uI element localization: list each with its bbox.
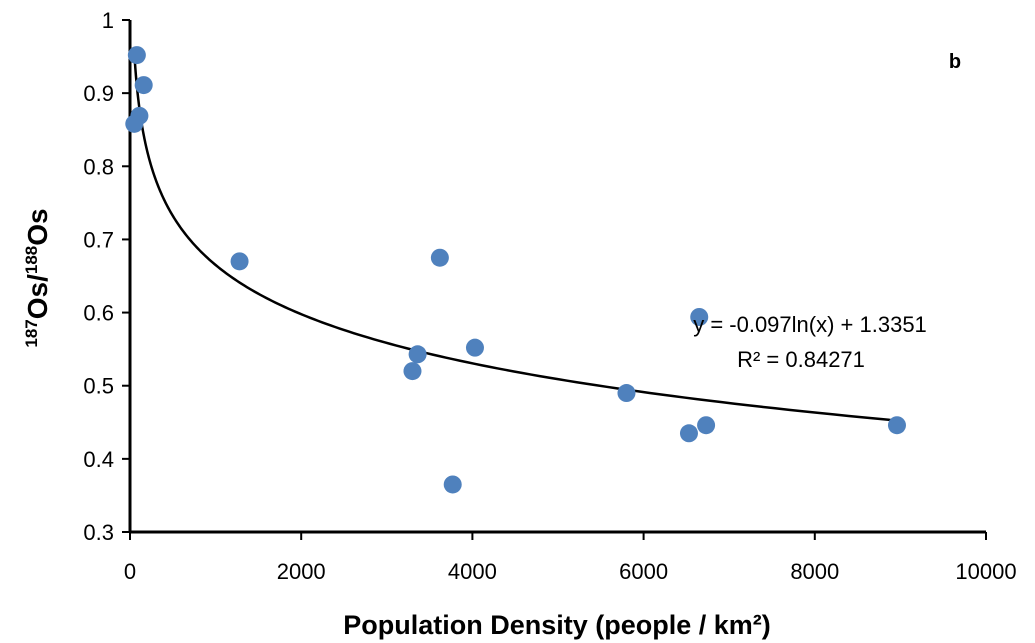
data-point: [127, 46, 146, 65]
x-tick-label: 8000: [790, 559, 839, 584]
y-axis-ticks: 0.3 0.4 0.5 0.6 0.7 0.8 0.9 1: [83, 8, 130, 545]
x-tick-label: 4000: [448, 559, 497, 584]
panel-label: b: [949, 51, 961, 73]
y-tick-label: 1: [102, 8, 114, 33]
y-axis-title: 187Os/188Os: [22, 208, 53, 347]
y-tick-label: 0.5: [83, 374, 114, 399]
data-point: [690, 307, 709, 326]
y-tick-label: 0.3: [83, 520, 114, 545]
data-point: [125, 114, 144, 133]
x-tick-label: 6000: [619, 559, 668, 584]
y-tick-label: 0.4: [83, 447, 114, 472]
data-point: [430, 248, 449, 267]
data-points: [125, 46, 906, 494]
x-tick-label: 10000: [955, 559, 1016, 584]
x-tick-label: 0: [124, 559, 136, 584]
data-point: [465, 338, 484, 357]
y-axis-title-base2: Os: [22, 208, 53, 245]
y-axis-title-sup2: 188: [22, 246, 41, 274]
data-point: [697, 416, 716, 435]
x-axis-ticks: 0 2000 4000 6000 8000 10000: [124, 532, 1017, 584]
data-point: [403, 362, 422, 381]
trendline-equation: y = -0.097ln(x) + 1.3351: [693, 312, 927, 337]
data-point: [887, 416, 906, 435]
y-axis-title-base1: Os/: [22, 274, 53, 319]
data-point: [679, 424, 698, 443]
data-point: [134, 76, 153, 95]
x-tick-label: 2000: [277, 559, 326, 584]
y-tick-label: 0.6: [83, 301, 114, 326]
y-axis-title-sup1: 187: [22, 319, 41, 347]
data-point: [617, 384, 636, 403]
data-point: [443, 475, 462, 494]
trendline-r-squared: R² = 0.84271: [737, 347, 865, 372]
data-point: [408, 345, 427, 364]
data-point: [230, 252, 249, 271]
x-axis-title: Population Density (people / km²): [343, 610, 771, 640]
y-tick-label: 0.8: [83, 154, 114, 179]
y-tick-label: 0.7: [83, 227, 114, 252]
y-tick-label: 0.9: [83, 81, 114, 106]
axes: [128, 20, 986, 534]
